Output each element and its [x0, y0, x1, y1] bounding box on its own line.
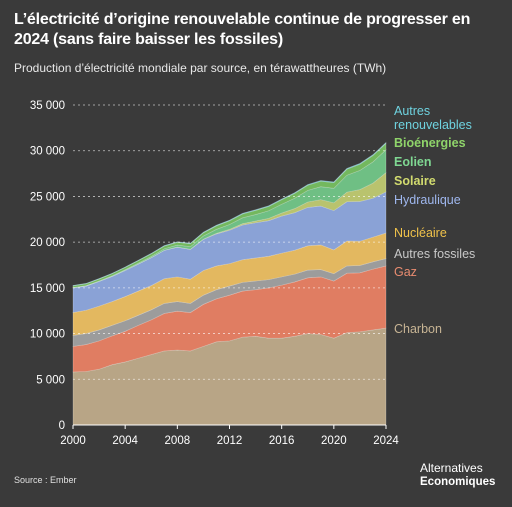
legend-label: Hydraulique	[394, 193, 461, 207]
legend-label: Charbon	[394, 322, 442, 336]
legend-label: Bioénergies	[394, 136, 466, 150]
legend-label: Autres fossiles	[394, 247, 475, 261]
chart-title: L’électricité d’origine renouvelable con…	[14, 11, 471, 48]
y-tick-label: 35 000	[30, 100, 65, 112]
x-tick-label: 2020	[321, 435, 347, 447]
legend: Charbon Gaz Autres fossiles Nucléaire Hydrau…	[394, 104, 475, 336]
y-tick-label: 25 000	[30, 191, 65, 203]
x-tick-label: 2016	[269, 435, 295, 447]
y-tick-label: 20 000	[30, 237, 65, 249]
area-layers	[72, 141, 387, 426]
y-tick-label: 10 000	[30, 329, 65, 341]
legend-label: Autres renouvelables	[394, 104, 472, 132]
publisher-logo: Alternatives Economiques	[420, 461, 506, 489]
x-tick-label: 2024	[373, 435, 399, 447]
x-tick-label: 2008	[165, 435, 191, 447]
legend-label: Eolien	[394, 155, 432, 169]
y-tick-label: 15 000	[30, 283, 65, 295]
logo-line-2: Economiques	[420, 476, 496, 488]
chart-subtitle: Production d’électricité mondiale par so…	[14, 61, 387, 75]
x-tick-label: 2012	[217, 435, 243, 447]
area-hydraulique	[72, 191, 387, 313]
source-note: Source : Ember	[14, 475, 77, 485]
y-tick-label: 0	[59, 420, 65, 432]
y-tick-label: 30 000	[30, 146, 65, 158]
gridlines	[73, 104, 386, 380]
x-tick-label: 2000	[60, 435, 86, 447]
legend-label: Solaire	[394, 174, 436, 188]
area-bioénergies	[72, 142, 387, 288]
area-gaz	[72, 265, 387, 373]
x-tick-label: 2004	[112, 435, 138, 447]
legend-label: Nucléaire	[394, 226, 447, 240]
logo-line-1: Alternatives	[420, 461, 483, 475]
area-autres-renouvelables	[72, 141, 387, 287]
y-tick-label: 5 000	[36, 374, 65, 386]
axes: 0 5 000 10 000 15 000 20 000 25 000 30 000 35 0…	[30, 100, 400, 447]
legend-label: Gaz	[394, 265, 417, 279]
